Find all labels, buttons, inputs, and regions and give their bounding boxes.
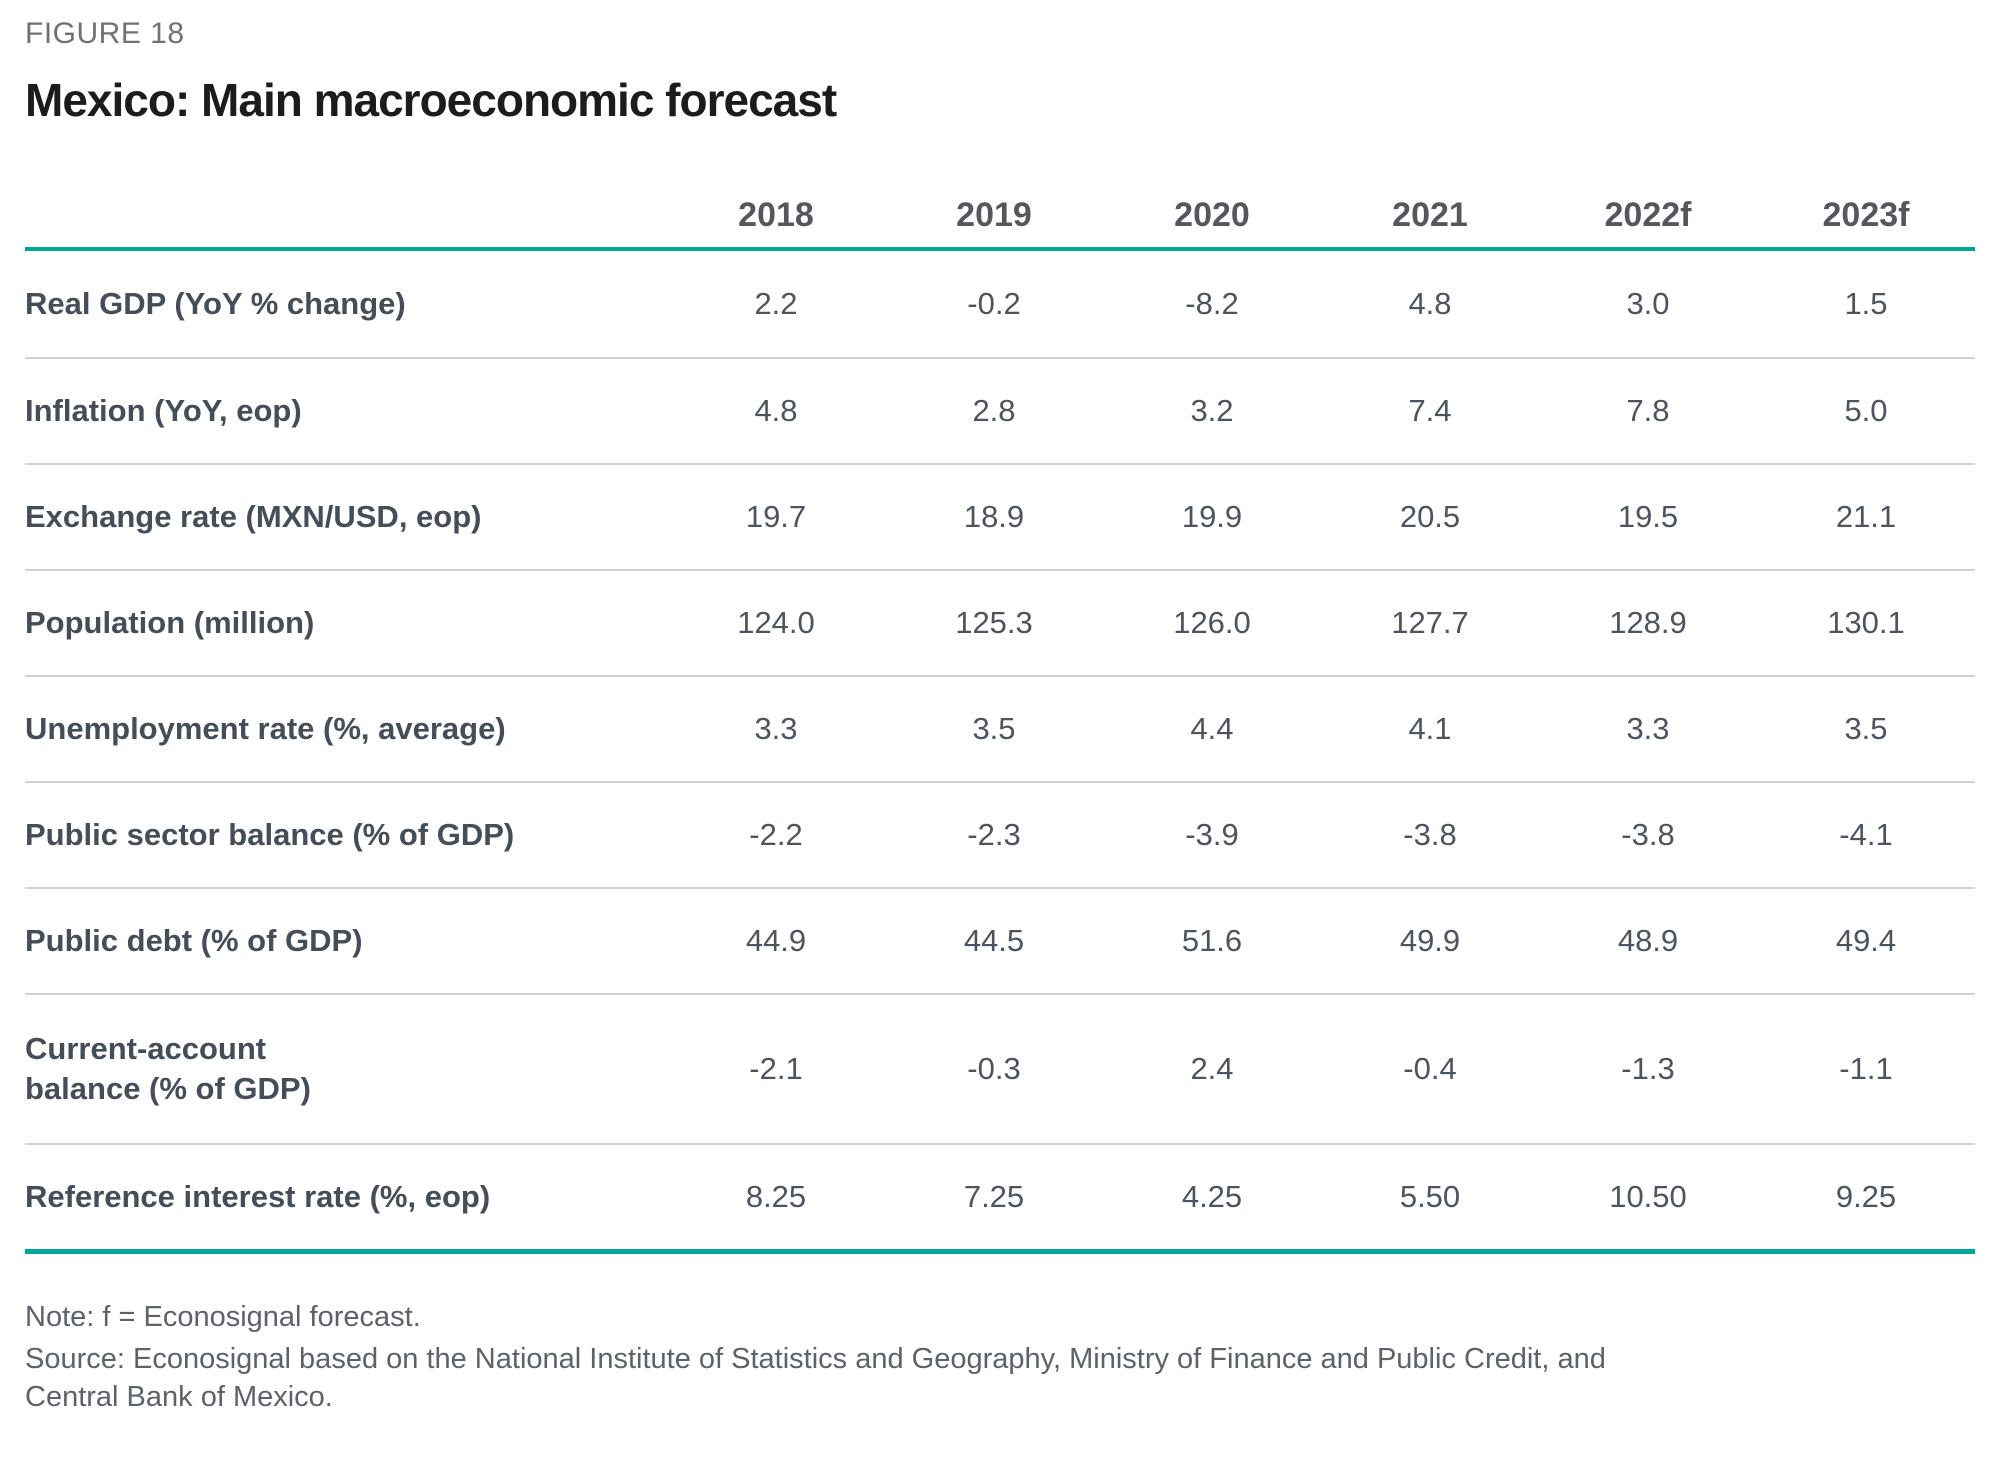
cell-value: -3.8 [1621, 817, 1675, 852]
cell-value: -8.2 [1185, 286, 1239, 321]
page-title: Mexico: Main macroeconomic forecast [25, 74, 837, 126]
row-label: Reference interest rate (%, eop) [25, 1179, 491, 1214]
cell-value: 10.50 [1609, 1179, 1687, 1214]
cell-value: 9.25 [1835, 1179, 1897, 1214]
cell-value: -2.2 [749, 817, 803, 852]
column-header-2023f: 2023f [1822, 196, 1910, 234]
cell-value: -2.3 [967, 817, 1021, 852]
cell-value: -0.3 [967, 1051, 1021, 1086]
forecast-table: 2018 2019 2020 2021 2022f 2023f Real GDP (YoY… [25, 196, 1975, 1254]
cell-value: -3.8 [1403, 817, 1457, 852]
cell-value: 3.3 [754, 711, 798, 746]
cell-value: 3.3 [1626, 711, 1670, 746]
cell-value: 8.25 [745, 1179, 807, 1214]
cell-value: 130.1 [1827, 605, 1905, 640]
cell-value: 19.7 [745, 499, 807, 534]
cell-value: 21.1 [1835, 499, 1897, 534]
table-row: Public debt (% of GDP) 44.9 44.5 51.6 49.9 48… [25, 887, 1975, 993]
table-row: Unemployment rate (%, average) 3.3 3.5 4.4 4… [25, 675, 1975, 781]
table-header-row: 2018 2019 2020 2021 2022f 2023f [25, 196, 1975, 247]
cell-value: 1.5 [1844, 286, 1888, 321]
column-header-2019: 2019 [956, 196, 1032, 234]
cell-value: 18.9 [963, 499, 1025, 534]
cell-value: 2.8 [972, 393, 1016, 428]
cell-value: 20.5 [1399, 499, 1461, 534]
cell-value: 4.4 [1190, 711, 1234, 746]
row-label: Current-account balance (% of GDP) [25, 1031, 311, 1106]
column-header-2020: 2020 [1174, 196, 1250, 234]
table-row: Real GDP (YoY % change) 2.2 -0.2 -8.2 4.8 3.0… [25, 251, 1975, 357]
cell-value: 44.5 [963, 923, 1025, 958]
cell-value: 48.9 [1617, 923, 1679, 958]
cell-value: 3.5 [1844, 711, 1888, 746]
cell-value: 4.1 [1408, 711, 1452, 746]
column-header-2021: 2021 [1392, 196, 1468, 234]
cell-value: 7.25 [963, 1179, 1025, 1214]
cell-value: 125.3 [955, 605, 1033, 640]
cell-value: 7.8 [1626, 393, 1670, 428]
cell-value: 4.8 [754, 393, 798, 428]
column-header-2022f: 2022f [1604, 196, 1692, 234]
cell-value: 127.7 [1391, 605, 1469, 640]
note-text: Note: f = Econosignal forecast. [25, 1301, 421, 1333]
cell-value: -4.1 [1839, 817, 1893, 852]
cell-value: 5.50 [1399, 1179, 1461, 1214]
table-row: Public sector balance (% of GDP) -2.2 -2.3… [25, 781, 1975, 887]
cell-value: 4.8 [1408, 286, 1452, 321]
cell-value: 3.0 [1626, 286, 1670, 321]
cell-value: 3.5 [972, 711, 1016, 746]
row-label: Real GDP (YoY % change) [25, 286, 406, 321]
cell-value: -1.3 [1621, 1051, 1675, 1086]
row-label: Exchange rate (MXN/USD, eop) [25, 499, 482, 534]
row-label: Unemployment rate (%, average) [25, 711, 506, 746]
table-row: Inflation (YoY, eop) 4.8 2.8 3.2 7.4 7.8 5.0 [25, 357, 1975, 463]
row-label: Inflation (YoY, eop) [25, 393, 302, 428]
cell-value: 124.0 [737, 605, 815, 640]
cell-value: 5.0 [1844, 393, 1888, 428]
table-row: Exchange rate (MXN/USD, eop) 19.7 18.9 19.9… [25, 463, 1975, 569]
cell-value: 2.2 [754, 286, 798, 321]
table-row: Population (million) 124.0 125.3 126.0 127.7… [25, 569, 1975, 675]
table-body: Real GDP (YoY % change) 2.2 -0.2 -8.2 4.8 3.0… [25, 247, 1975, 1254]
cell-value: 4.25 [1181, 1179, 1243, 1214]
cell-value: 49.9 [1399, 923, 1461, 958]
table-row: Current-account balance (% of GDP) -2.1 -0… [25, 993, 1975, 1143]
source-text: Source: Econosignal based on the Nationa… [25, 1343, 1606, 1413]
cell-value: -3.9 [1185, 817, 1239, 852]
cell-value: 19.9 [1181, 499, 1243, 534]
cell-value: -1.1 [1839, 1051, 1893, 1086]
row-label: Public debt (% of GDP) [25, 923, 363, 958]
row-label: Public sector balance (% of GDP) [25, 817, 515, 852]
cell-value: 126.0 [1173, 605, 1251, 640]
cell-value: -0.2 [967, 286, 1021, 321]
table-row: Reference interest rate (%, eop) 8.25 7.25… [25, 1143, 1975, 1249]
row-label: Population (million) [25, 605, 315, 640]
cell-value: 49.4 [1835, 923, 1897, 958]
cell-value: 128.9 [1609, 605, 1687, 640]
cell-value: -2.1 [749, 1051, 803, 1086]
cell-value: 51.6 [1181, 923, 1243, 958]
footer-notes: Note: f = Econosignal forecast. Source: … [25, 1298, 1975, 1416]
cell-value: 44.9 [745, 923, 807, 958]
cell-value: -0.4 [1403, 1051, 1457, 1086]
cell-value: 7.4 [1408, 393, 1452, 428]
cell-value: 2.4 [1190, 1051, 1234, 1086]
cell-value: 3.2 [1190, 393, 1234, 428]
cell-value: 19.5 [1617, 499, 1679, 534]
column-header-2018: 2018 [738, 196, 814, 234]
figure-label: FIGURE 18 [25, 17, 185, 50]
